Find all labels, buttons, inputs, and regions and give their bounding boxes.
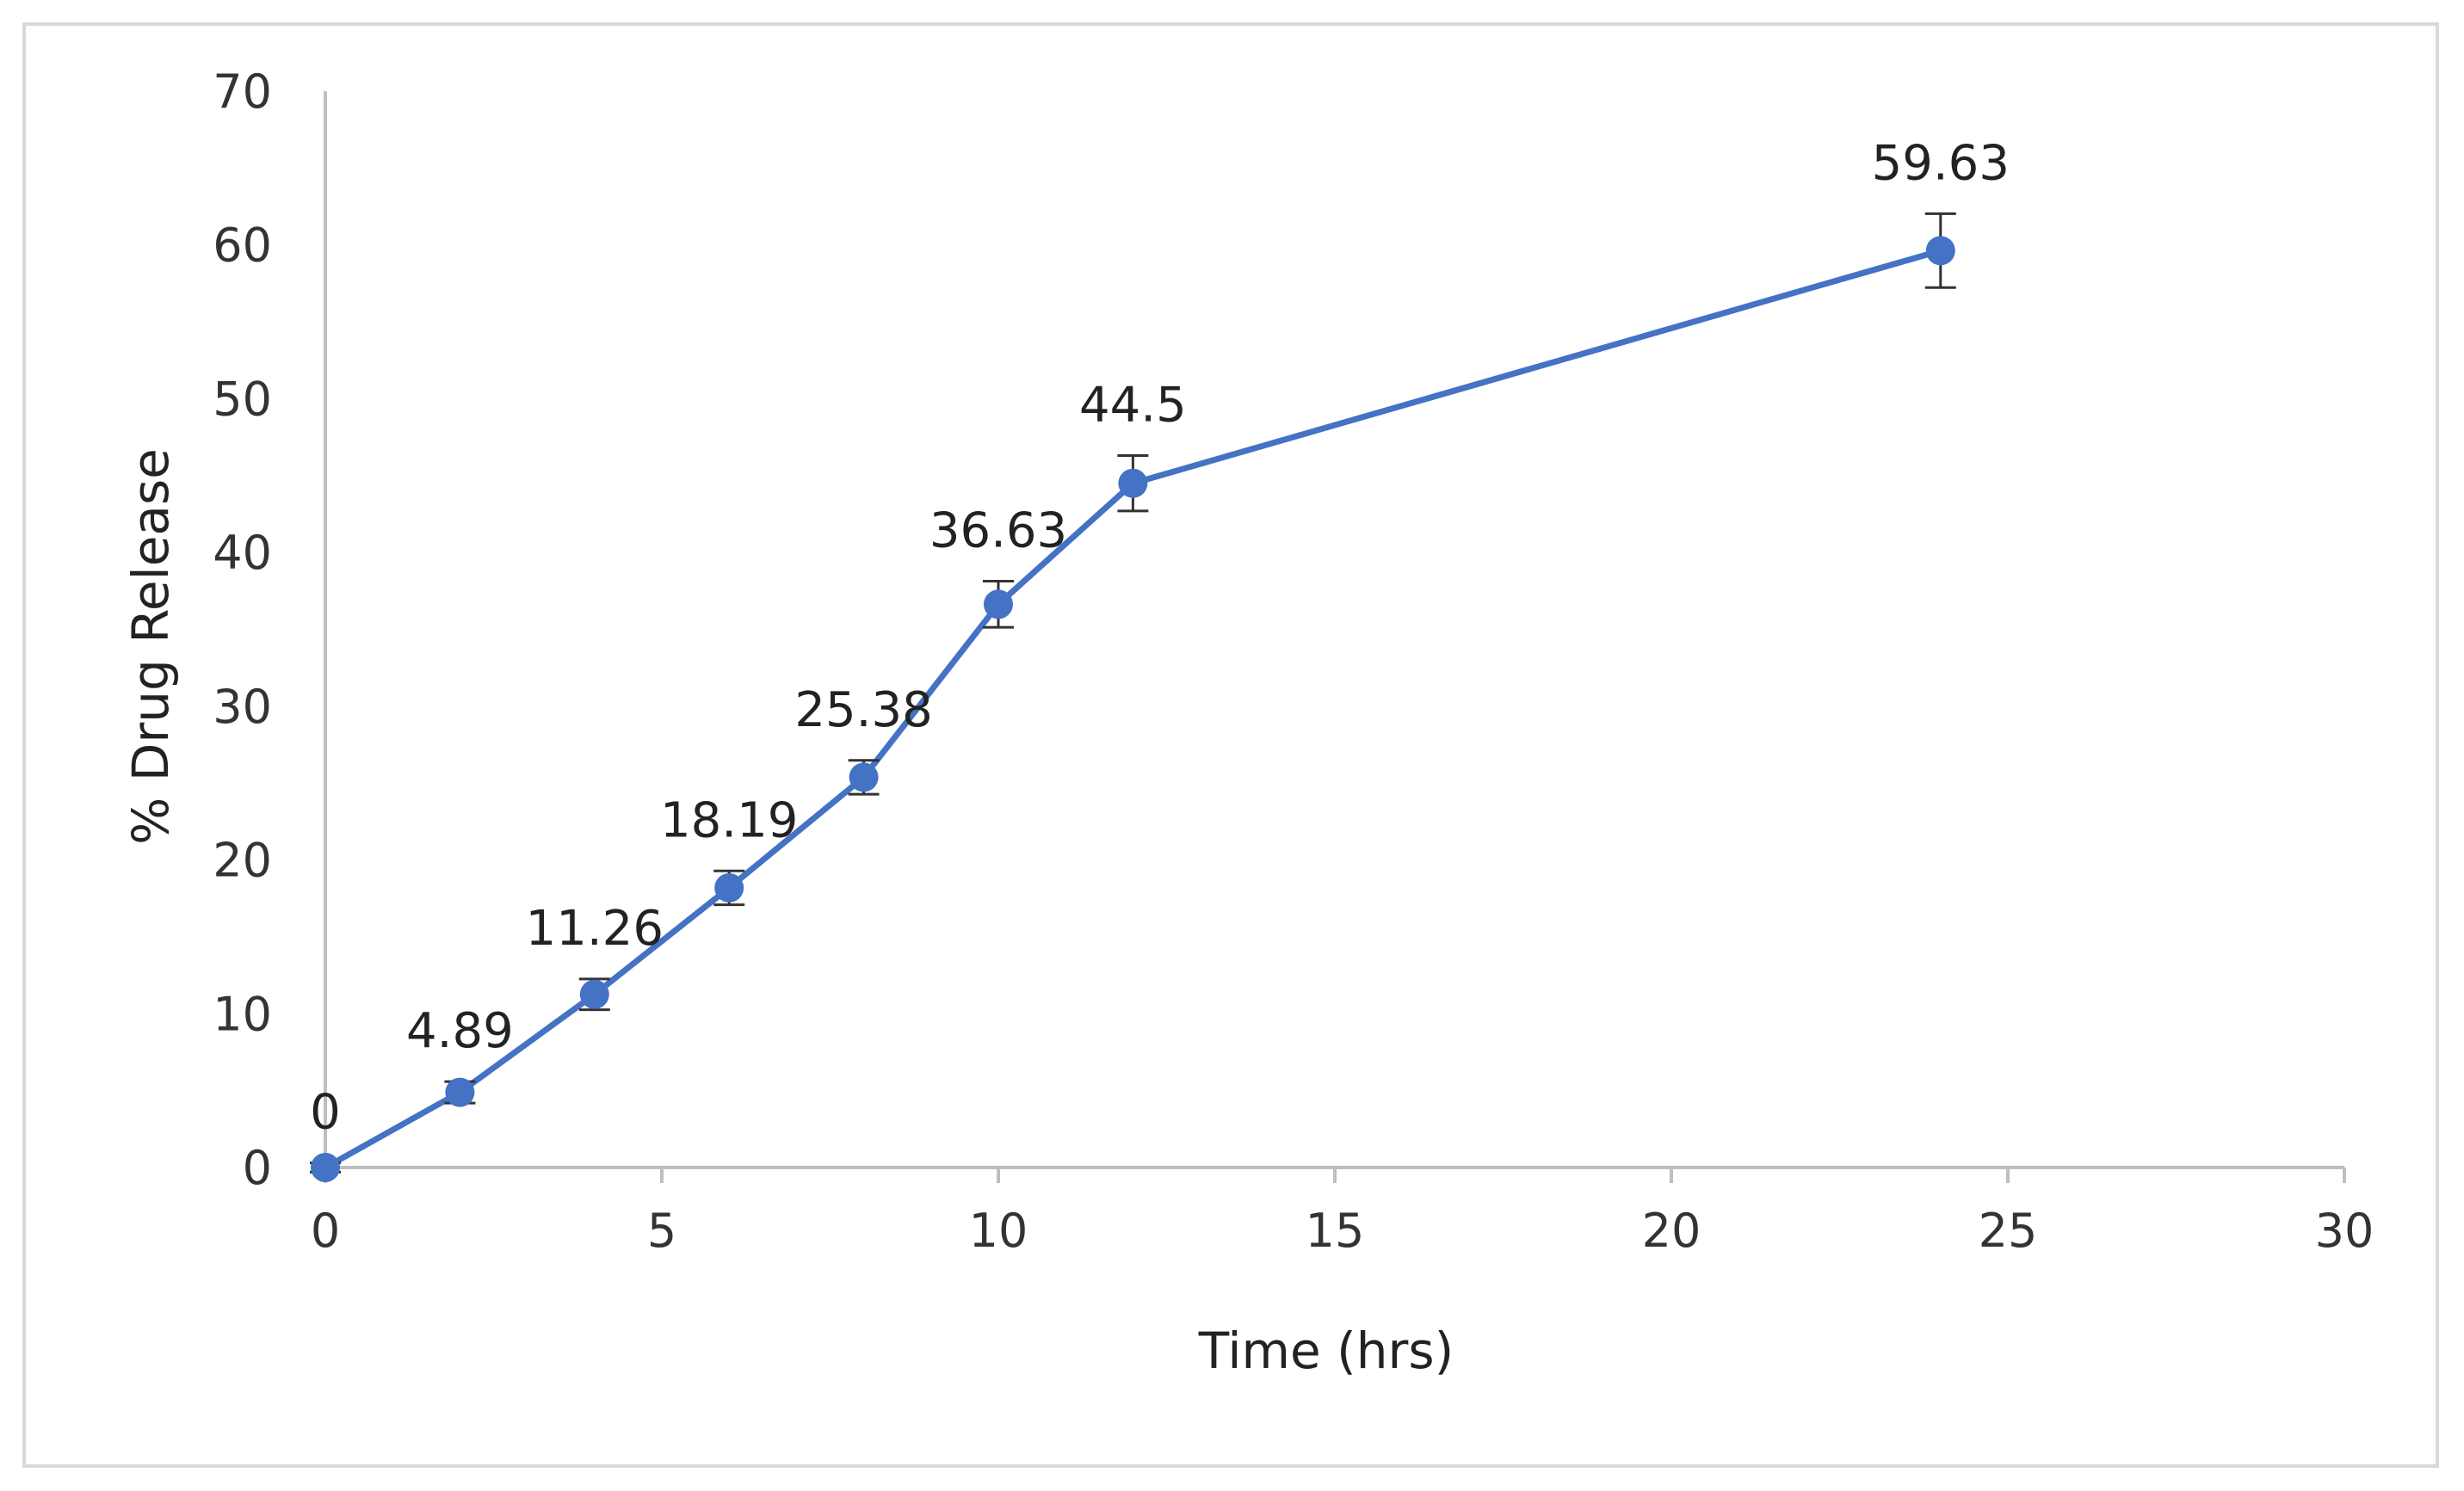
x-axis-title: Time (hrs) (1198, 1322, 1454, 1380)
x-tick-label: 15 (1306, 1204, 1365, 1258)
y-tick-label: 60 (213, 219, 272, 273)
tick-labels: 0 5 10 15 20 25 30 0 10 20 30 40 50 60 70 (213, 65, 2374, 1258)
y-tick-label: 10 (213, 987, 272, 1041)
series-line (324, 247, 1942, 1171)
data-point (579, 979, 609, 1009)
x-tick-label: 5 (647, 1204, 676, 1258)
y-axis-title: % Drug Release (121, 448, 180, 845)
data-label: 36.63 (929, 503, 1067, 559)
data-point (311, 1153, 340, 1182)
axes (324, 91, 2346, 1183)
x-tick-label: 25 (1979, 1204, 2038, 1258)
data-label: 25.38 (794, 682, 932, 738)
y-tick-label: 30 (213, 680, 272, 734)
x-tick-label: 0 (311, 1204, 340, 1258)
y-tick-label: 70 (213, 65, 272, 119)
data-point (445, 1077, 475, 1107)
data-label: 18.19 (660, 792, 798, 848)
chart-frame (22, 22, 2439, 1468)
data-point (714, 872, 744, 903)
x-tick-label: 30 (2315, 1204, 2374, 1258)
data-label: 0 (310, 1085, 341, 1141)
data-point (1118, 468, 1148, 498)
data-label: 11.26 (526, 901, 664, 957)
y-tick-label: 20 (213, 834, 272, 888)
data-point (1925, 236, 1955, 266)
y-tick-label: 0 (243, 1141, 272, 1195)
data-series (310, 212, 1956, 1182)
data-label: 4.89 (406, 1003, 514, 1059)
data-label: 59.63 (1872, 135, 2010, 191)
y-tick-label: 40 (213, 526, 272, 580)
y-tick-label: 50 (213, 372, 272, 426)
data-point (984, 589, 1013, 619)
x-tick-label: 20 (1642, 1204, 1701, 1258)
x-tick-label: 10 (969, 1204, 1028, 1258)
data-label: 44.5 (1079, 378, 1187, 434)
data-point (849, 762, 879, 792)
